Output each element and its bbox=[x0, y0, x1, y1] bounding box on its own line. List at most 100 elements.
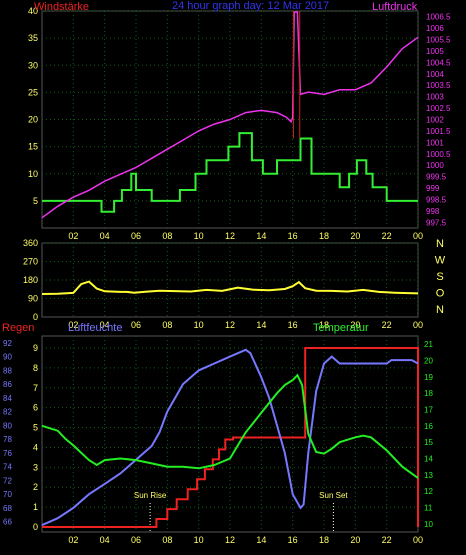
p3-x-tick-08: 08 bbox=[162, 535, 172, 545]
p2-x-tick-08: 08 bbox=[162, 320, 172, 330]
p3-x-tick-22: 22 bbox=[382, 535, 392, 545]
p2-x-tick-14: 14 bbox=[256, 320, 266, 330]
p2-x-tick-10: 10 bbox=[194, 320, 204, 330]
pressure-y-tick-1000: 1000 bbox=[426, 161, 444, 170]
pressure-y-tick-998: 998 bbox=[426, 207, 440, 216]
p2-x-tick-20: 20 bbox=[350, 320, 360, 330]
temperature-y-tick-15: 15 bbox=[424, 438, 433, 447]
direction-y-tick-90: 90 bbox=[28, 294, 38, 304]
humidity-axis-label: Luftfeuchte bbox=[68, 322, 122, 334]
p3-x-tick-14: 14 bbox=[256, 535, 266, 545]
temperature-axis-label: Temperatur bbox=[313, 322, 369, 334]
rain-humidity-temperature-series: Sun Rise Sun Set bbox=[41, 347, 419, 532]
pressure-y-tick-1006: 1006 bbox=[426, 24, 444, 33]
rain-y-tick-5: 5 bbox=[33, 423, 38, 433]
p1-x-tick-00: 00 bbox=[413, 231, 423, 241]
humidity-y-tick-82: 82 bbox=[3, 408, 12, 417]
p1-x-tick-18: 18 bbox=[319, 231, 329, 241]
pressure-y-tick-999.5: 999.5 bbox=[426, 173, 447, 182]
p1-x-tick-16: 16 bbox=[288, 231, 298, 241]
humidity-y-tick-88: 88 bbox=[3, 366, 12, 375]
rain-humidity-temperature-grid bbox=[42, 336, 419, 532]
rain-y-tick-9: 9 bbox=[33, 343, 38, 353]
rain-y-tick-6: 6 bbox=[33, 403, 38, 413]
wind-y-tick-40: 40 bbox=[28, 6, 38, 16]
pressure-y-tick-1003: 1003 bbox=[426, 93, 444, 102]
sun-marker-label-0: Sun Rise bbox=[134, 491, 167, 500]
wind-y-tick-15: 15 bbox=[28, 142, 38, 152]
humidity-y-tick-74: 74 bbox=[3, 463, 12, 472]
temperature-y-tick-18: 18 bbox=[424, 389, 433, 398]
p1-x-tick-10: 10 bbox=[194, 231, 204, 241]
p3-x-tick-00: 00 bbox=[413, 535, 423, 545]
temperature-y-tick-16: 16 bbox=[424, 422, 433, 431]
pressure-y-tick-1001: 1001 bbox=[426, 138, 444, 147]
direction-y-tick-360: 360 bbox=[23, 238, 38, 248]
rain-y-tick-2: 2 bbox=[33, 482, 38, 492]
p1-x-tick-22: 22 bbox=[382, 231, 392, 241]
rain-y-tick-4: 4 bbox=[33, 442, 38, 452]
pressure-y-tick-1002.5: 1002.5 bbox=[426, 104, 451, 113]
temperature-y-tick-13: 13 bbox=[424, 471, 433, 480]
temperature-y-tick-14: 14 bbox=[424, 455, 433, 464]
temperature-y-tick-11: 11 bbox=[424, 504, 433, 513]
wind-pressure-grid bbox=[42, 10, 419, 228]
wind-direction-grid bbox=[42, 242, 419, 317]
wind-y-tick-5: 5 bbox=[33, 196, 38, 206]
p2-x-tick-02: 02 bbox=[68, 320, 78, 330]
wind-y-tick-35: 35 bbox=[28, 33, 38, 43]
temperature-y-tick-10: 10 bbox=[424, 520, 433, 529]
p2-x-tick-12: 12 bbox=[225, 320, 235, 330]
wind-y-tick-30: 30 bbox=[28, 60, 38, 70]
temperature-y-tick-19: 19 bbox=[424, 373, 433, 382]
humidity-series-line bbox=[41, 348, 419, 527]
pressure-y-tick-1001.5: 1001.5 bbox=[426, 127, 451, 136]
rain-series-line bbox=[42, 347, 419, 528]
temperature-y-tick-20: 20 bbox=[424, 357, 433, 366]
wind-pressure-series bbox=[41, 11, 419, 219]
p3-x-tick-12: 12 bbox=[225, 535, 235, 545]
humidity-y-tick-76: 76 bbox=[3, 449, 12, 458]
humidity-y-tick-90: 90 bbox=[3, 353, 12, 362]
humidity-y-tick-66: 66 bbox=[3, 518, 12, 527]
pressure-y-tick-1004.5: 1004.5 bbox=[426, 58, 451, 67]
temperature-y-tick-21: 21 bbox=[424, 340, 433, 349]
compass-label-2: S bbox=[436, 271, 443, 283]
pressure-y-tick-1002: 1002 bbox=[426, 116, 444, 125]
temperature-y-tick-12: 12 bbox=[424, 487, 433, 496]
p1-x-tick-08: 08 bbox=[162, 231, 172, 241]
humidity-y-tick-78: 78 bbox=[3, 435, 12, 444]
p3-x-tick-18: 18 bbox=[319, 535, 329, 545]
rain-humidity-temperature-axis-ticks: 02 04 06 08 10 12 14 16 18 20 22 000123456789666870… bbox=[3, 339, 433, 545]
pressure-y-tick-1005.5: 1005.5 bbox=[426, 36, 451, 45]
compass-label-4: N bbox=[436, 304, 444, 316]
humidity-y-tick-68: 68 bbox=[3, 504, 12, 513]
wind-y-tick-10: 10 bbox=[28, 169, 38, 179]
wind-pressure-axis-ticks: 02 04 06 08 10 12 14 16 18 20 22 00 5 10 15 20 25 30 35 40 9… bbox=[28, 6, 451, 241]
wind-pressure-panel: 02 04 06 08 10 12 14 16 18 20 22 00 5 10 15 20 25 30 35 40 9… bbox=[28, 0, 451, 241]
humidity-y-tick-80: 80 bbox=[3, 421, 12, 430]
compass-label-0: N bbox=[436, 238, 444, 250]
p2-x-tick-22: 22 bbox=[382, 320, 392, 330]
pressure-y-tick-997.5: 997.5 bbox=[426, 218, 447, 227]
p3-x-tick-20: 20 bbox=[350, 535, 360, 545]
sun-marker-label-1: Sun Set bbox=[319, 491, 348, 500]
direction-y-tick-270: 270 bbox=[23, 257, 38, 267]
p1-x-tick-12: 12 bbox=[225, 231, 235, 241]
compass-label-1: W bbox=[435, 255, 446, 267]
pressure-y-tick-1004: 1004 bbox=[426, 70, 444, 79]
rain-axis-label: Regen bbox=[2, 322, 34, 334]
pressure-y-tick-1000.5: 1000.5 bbox=[426, 150, 451, 159]
rain-y-tick-8: 8 bbox=[33, 363, 38, 373]
wind-y-tick-20: 20 bbox=[28, 115, 38, 125]
humidity-y-tick-70: 70 bbox=[3, 490, 12, 499]
wind-axis-label: Windstärke bbox=[34, 1, 89, 13]
pressure-y-tick-1006.5: 1006.5 bbox=[426, 13, 451, 22]
p3-x-tick-02: 02 bbox=[68, 535, 78, 545]
wind-y-tick-25: 25 bbox=[28, 87, 38, 97]
humidity-y-tick-72: 72 bbox=[3, 476, 12, 485]
rain-y-tick-7: 7 bbox=[33, 383, 38, 393]
